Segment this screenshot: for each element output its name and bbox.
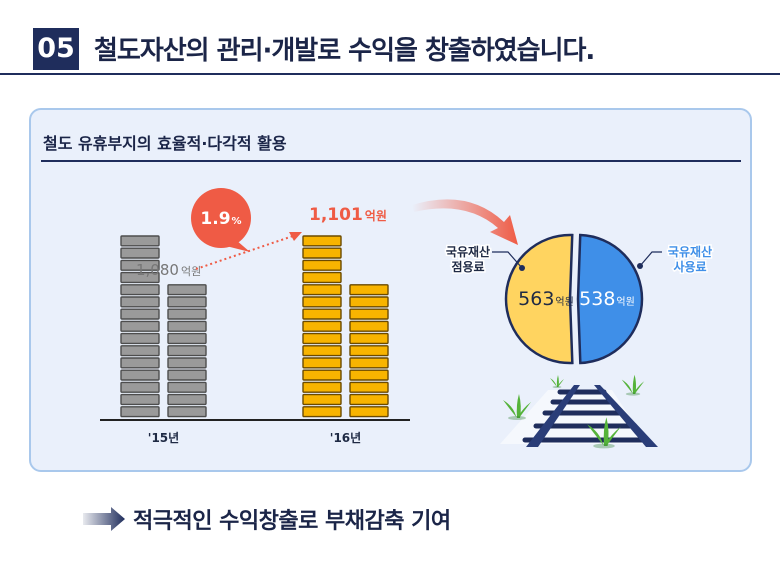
bar-coin bbox=[167, 296, 207, 308]
pie-slice-usage-fee bbox=[576, 233, 644, 365]
bar-coin bbox=[120, 406, 160, 418]
bar-coin bbox=[302, 381, 342, 393]
header-divider bbox=[0, 73, 780, 75]
bar-coin bbox=[167, 406, 207, 418]
pie-category-label: 사용료 bbox=[673, 259, 706, 274]
bar-coin bbox=[167, 345, 207, 357]
bar-coin bbox=[302, 247, 342, 259]
bar-coin bbox=[120, 320, 160, 332]
bar-coin bbox=[167, 393, 207, 406]
panel-divider bbox=[41, 160, 741, 162]
page-title: 철도자산의 관리·개발로 수익을 창출하였습니다. bbox=[94, 36, 595, 66]
bar-coin bbox=[349, 381, 389, 393]
growth-rate-label: 1.9% bbox=[200, 209, 241, 229]
bar-coin bbox=[302, 345, 342, 357]
bar-coin bbox=[167, 308, 207, 320]
pie-category-label: 점용료 bbox=[451, 259, 484, 274]
pie-category-label: 국유재산 bbox=[668, 244, 712, 259]
bar-coin bbox=[349, 284, 389, 296]
bar-coin bbox=[302, 393, 342, 406]
pie-value-usage-fee: 538억원 bbox=[579, 288, 635, 310]
bar-stack bbox=[120, 235, 160, 418]
bar-coin bbox=[349, 332, 389, 345]
bar-coin bbox=[349, 320, 389, 332]
bar-coin bbox=[120, 271, 160, 284]
data-label-2015: 1,080 억원 bbox=[136, 261, 201, 279]
bar-coin bbox=[302, 308, 342, 320]
arrow-right-icon bbox=[83, 507, 125, 531]
bar-coin bbox=[302, 296, 342, 308]
bar-coin bbox=[120, 284, 160, 296]
bar-coin bbox=[120, 357, 160, 369]
bar-coin bbox=[120, 296, 160, 308]
bar-coin bbox=[120, 235, 160, 247]
railway-track-illustration bbox=[500, 374, 658, 449]
bar-coin bbox=[167, 369, 207, 381]
bar-coin bbox=[349, 308, 389, 320]
bar-stack bbox=[167, 284, 207, 418]
pie-category-label: 국유재산 bbox=[446, 244, 490, 259]
bar-stack bbox=[302, 235, 342, 418]
bar-coin bbox=[302, 332, 342, 345]
bar-coin bbox=[302, 357, 342, 369]
growth-rate-badge: 1.9% bbox=[191, 188, 251, 252]
flow-arrow-icon bbox=[412, 199, 518, 245]
bar-coin bbox=[349, 357, 389, 369]
bar-coin bbox=[349, 393, 389, 406]
bar-coin bbox=[349, 406, 389, 418]
bar-coin bbox=[167, 332, 207, 345]
x-tick-label: '15년 bbox=[148, 431, 179, 445]
bar-coin bbox=[302, 259, 342, 271]
arrowhead-icon bbox=[289, 232, 302, 241]
bar-coin bbox=[302, 235, 342, 247]
data-label-2016: 1,101 억원 bbox=[309, 205, 387, 225]
bar-coin bbox=[167, 381, 207, 393]
bar-coin bbox=[302, 284, 342, 296]
bar-coin bbox=[120, 381, 160, 393]
panel-title: 철도 유휴부지의 효율적·다각적 활용 bbox=[43, 134, 287, 153]
bar-coin bbox=[120, 369, 160, 381]
bar-coin bbox=[120, 345, 160, 357]
bar-coin bbox=[349, 369, 389, 381]
pie-value-occupancy-fee: 563억원 bbox=[518, 288, 574, 310]
bar-coin bbox=[120, 247, 160, 259]
bar-stack bbox=[349, 284, 389, 418]
bar-coin bbox=[120, 259, 160, 271]
bar-coin bbox=[302, 271, 342, 284]
bar-coin bbox=[302, 406, 342, 418]
bar-coin bbox=[349, 345, 389, 357]
bar-coin bbox=[349, 296, 389, 308]
bar-coin bbox=[167, 320, 207, 332]
bar-coin bbox=[167, 284, 207, 296]
conclusion-text: 적극적인 수익창출로 부채감축 기여 bbox=[133, 509, 451, 534]
bar-coin bbox=[302, 320, 342, 332]
bar-coin bbox=[302, 369, 342, 381]
section-number-badge: 05 bbox=[33, 28, 79, 70]
bar-coin bbox=[120, 332, 160, 345]
bar-coin bbox=[120, 308, 160, 320]
bar-coin bbox=[167, 357, 207, 369]
x-tick-label: '16년 bbox=[330, 431, 361, 445]
header: 05 철도자산의 관리·개발로 수익을 창출하였습니다. bbox=[0, 0, 780, 76]
growth-trend-line bbox=[195, 235, 294, 270]
bar-coin bbox=[120, 393, 160, 406]
